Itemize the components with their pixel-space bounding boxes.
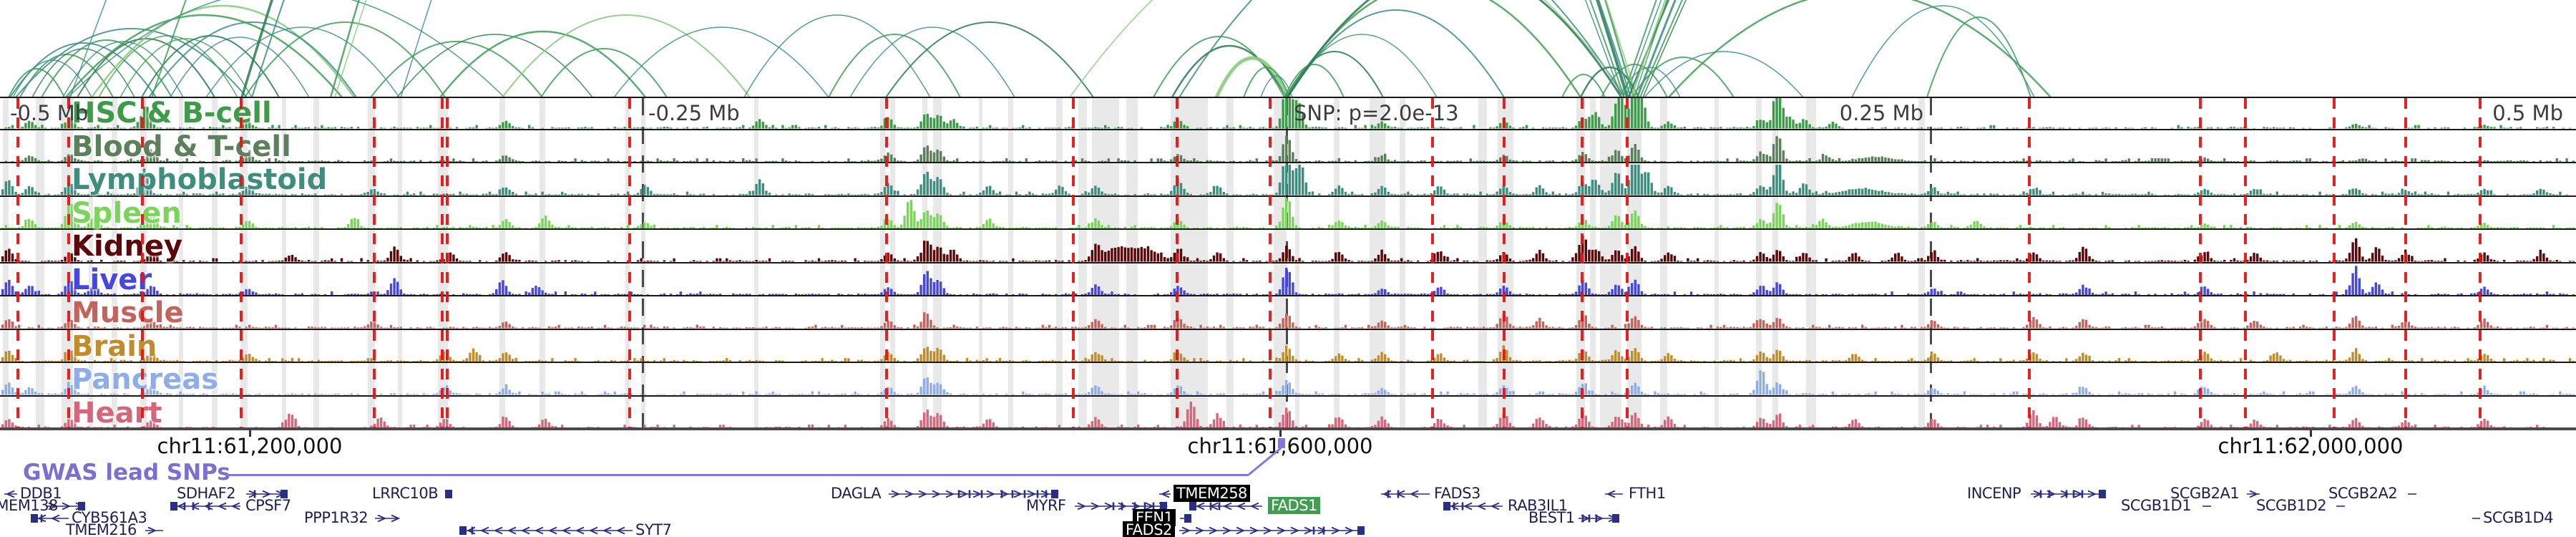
interaction-arc: [41, 39, 172, 98]
interaction-arc: [1284, 64, 1345, 98]
gene-model-fads3: [1381, 490, 1430, 498]
gene-model-tmem258: [1159, 490, 1171, 498]
interaction-arc: [1214, 56, 1290, 98]
interaction-arc: [1286, 0, 1623, 98]
interaction-arc: [743, 14, 931, 98]
interaction-arc: [1579, 66, 1640, 98]
interaction-arc: [90, 4, 356, 98]
interaction-arc: [205, 26, 400, 98]
genomic-axis-bar: [0, 427, 2576, 430]
interaction-arc: [1287, 9, 1505, 98]
gene-model-ppp1r32: [375, 514, 401, 523]
gene-model-cyb561a3: [31, 514, 69, 523]
interaction-arc: [370, 41, 543, 98]
gene-model-sdhaf2: [246, 490, 288, 498]
signal-spleen: [1, 198, 2575, 228]
gene-model-scgb2a1: [2247, 490, 2260, 498]
signal-blood-t-cell: [4, 135, 2575, 162]
interaction-arc: [1668, 0, 2051, 98]
interaction-arc: [1644, 51, 1804, 98]
interaction-arc: [31, 48, 135, 98]
interaction-arcs-plot: [8, 0, 2051, 98]
gwas-track-line: [225, 474, 1249, 476]
signal-kidney: [1, 235, 2575, 262]
interaction-arc: [1561, 74, 1606, 98]
gene-model-tmem216: [145, 526, 163, 535]
interaction-arc: [439, 30, 646, 98]
interaction-arc: [1260, 75, 1293, 98]
gene-model-fen1: [1180, 514, 1191, 523]
signal-brain: [1, 345, 2575, 362]
gene-model-cpsf7: [170, 502, 240, 511]
interaction-arc: [1069, 0, 1628, 98]
gene-model-syt7: [459, 526, 633, 535]
gene-model-dagla: [889, 490, 1058, 498]
gene-model-ddb1: [4, 490, 17, 498]
gene-model-fads1: [1189, 502, 1262, 511]
signal-hsc-b-cell: [4, 98, 2572, 129]
gwas-lead-snp-marker: [1278, 438, 1285, 448]
interaction-arc: [148, 21, 357, 98]
gene-model-tmem138: [46, 502, 85, 511]
gene-model-fads2: [1179, 526, 1365, 535]
interaction-arc: [502, 14, 751, 98]
gwas-connector-line: [1248, 447, 1282, 476]
interaction-arc: [170, 37, 310, 98]
gene-model-lrrc10b: [445, 490, 452, 498]
interaction-arc: [613, 26, 829, 98]
interaction-arc: [396, 34, 593, 98]
interaction-arc: [77, 38, 215, 98]
interaction-arc: [65, 14, 343, 98]
interaction-arc: [1926, 16, 2031, 98]
interaction-arc: [119, 38, 253, 98]
interaction-arc: [1179, 0, 1625, 98]
interaction-arc: [540, 48, 668, 98]
gene-model-myrf: [1075, 502, 1169, 511]
interaction-arc: [244, 21, 446, 98]
signal-pancreas: [1, 370, 2575, 395]
gene-model-best1: [1579, 514, 1619, 523]
interaction-arc: [1171, 44, 1288, 98]
interaction-arc: [67, 0, 505, 98]
interaction-arc: [8, 68, 65, 98]
interaction-arc: [828, 34, 961, 98]
interaction-arc: [885, 21, 1094, 98]
gene-model-incenp: [2031, 490, 2106, 498]
gwas-lead-snps-label: GWAS lead SNPs: [23, 460, 230, 485]
gene-model-fth1: [1605, 490, 1623, 498]
interaction-arc: [15, 28, 248, 98]
interaction-arc: [1243, 67, 1290, 98]
gene-model-rab3il1: [1443, 502, 1503, 511]
interaction-arc: [1851, 5, 2035, 98]
interaction-arc: [849, 26, 1015, 98]
interaction-arc: [1285, 51, 1384, 98]
interaction-arc: [9, 42, 157, 98]
